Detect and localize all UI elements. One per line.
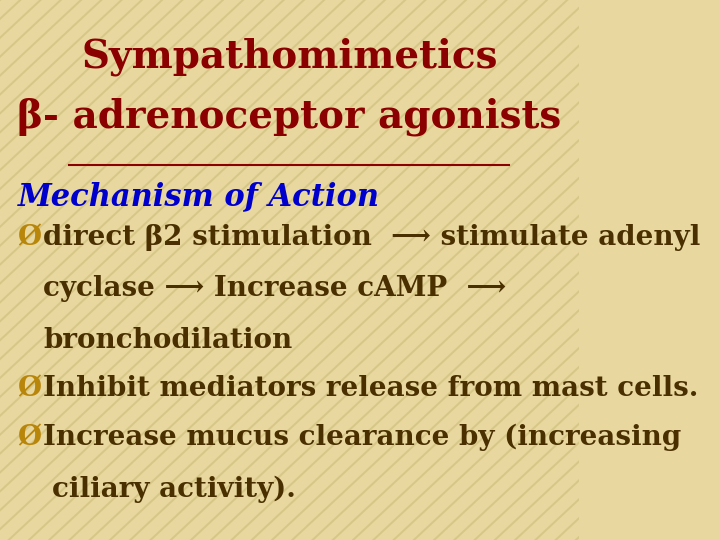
Text: Mechanism of Action: Mechanism of Action	[17, 181, 379, 212]
Text: β- adrenoceptor agonists: β- adrenoceptor agonists	[17, 97, 562, 136]
Text: cyclase ⟶ Increase cAMP  ⟶: cyclase ⟶ Increase cAMP ⟶	[43, 275, 507, 302]
Text: bronchodilation: bronchodilation	[43, 327, 292, 354]
Text: Ø: Ø	[17, 424, 42, 451]
Text: Ø: Ø	[17, 375, 42, 402]
Text: ciliary activity).: ciliary activity).	[52, 475, 296, 503]
Text: Sympathomimetics: Sympathomimetics	[81, 38, 498, 76]
Text: direct β2 stimulation  ⟶ stimulate adenyl: direct β2 stimulation ⟶ stimulate adenyl	[43, 224, 701, 251]
Text: Ø: Ø	[17, 224, 42, 251]
Text: Inhibit mediators release from mast cells.: Inhibit mediators release from mast cell…	[43, 375, 699, 402]
Text: Increase mucus clearance by (increasing: Increase mucus clearance by (increasing	[43, 424, 682, 451]
